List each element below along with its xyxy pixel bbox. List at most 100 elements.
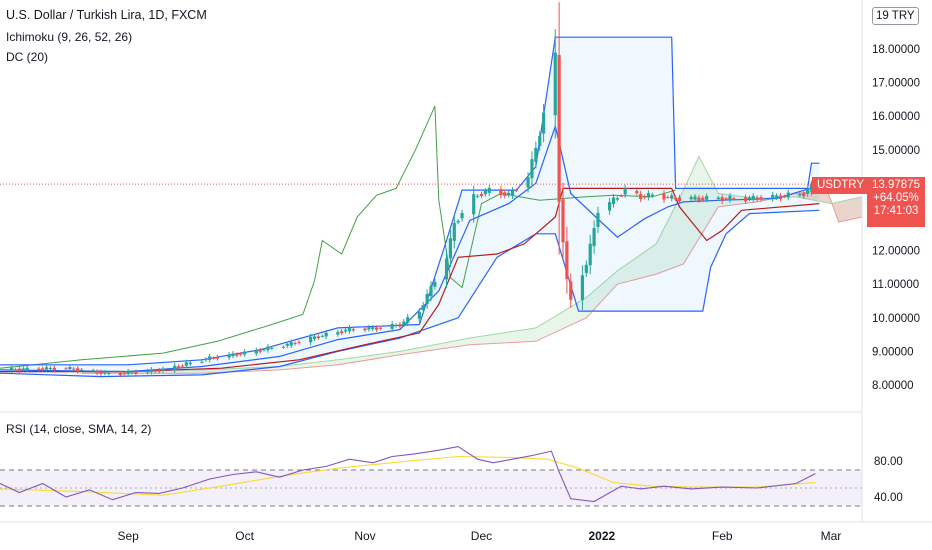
top-price-label: 19 <box>876 10 889 22</box>
candle-body <box>390 323 394 329</box>
candle-body <box>406 317 410 323</box>
candle-body <box>367 327 371 330</box>
candle-body <box>184 362 188 366</box>
candle-body <box>662 193 666 200</box>
candle-body <box>76 368 80 372</box>
price-change-percent: +64.05% <box>873 192 919 204</box>
candle-body <box>21 368 25 370</box>
candle-body <box>697 197 701 201</box>
candle-body <box>211 357 216 359</box>
time-tick-label: Mar <box>821 529 842 543</box>
lagging-span-line <box>0 105 676 369</box>
candle-body <box>293 343 297 345</box>
candle-body <box>802 192 806 197</box>
candle-body <box>336 332 340 335</box>
price-tick-label: 16.00000 <box>872 111 920 123</box>
candle-body <box>759 197 763 200</box>
candle-body <box>720 197 724 202</box>
candle-body <box>751 195 755 200</box>
candle-body <box>126 371 130 375</box>
price-tick-label: 11.00000 <box>872 279 919 291</box>
donchian-legend[interactable]: DC (20) <box>6 50 49 64</box>
candle-body <box>732 198 736 200</box>
donchian-lower-line <box>0 209 820 378</box>
conversion-line <box>0 124 816 373</box>
candle-body <box>235 354 239 356</box>
candle-body <box>565 241 569 280</box>
symbol-title[interactable]: U.S. Dollar / Turkish Lira, 1D, FXCM <box>6 8 207 22</box>
donchian-channel-fill <box>0 37 820 377</box>
candle-body <box>425 294 429 304</box>
candle-body <box>243 351 247 355</box>
candle-body <box>266 346 270 351</box>
candle-body <box>262 349 266 351</box>
candle-body <box>130 372 134 374</box>
candle-body <box>782 196 786 198</box>
candle-body <box>542 112 546 134</box>
rsi-line <box>0 446 816 503</box>
ichimoku-legend[interactable]: Ichimoku (9, 26, 52, 26) <box>6 30 133 44</box>
leading-span-a-line <box>81 155 863 373</box>
candle-body <box>642 196 647 198</box>
candle-body <box>215 356 220 359</box>
candle-body <box>452 223 456 241</box>
candle-body <box>180 365 185 367</box>
candle-body <box>227 354 231 358</box>
candle-body <box>285 343 289 346</box>
candle-body <box>588 243 592 266</box>
candle-body <box>538 136 542 147</box>
candle-body <box>37 368 41 371</box>
candle-body <box>806 189 810 194</box>
candle-body <box>499 189 503 196</box>
candle-body <box>479 193 484 197</box>
candle-body <box>316 336 320 339</box>
candle-body <box>433 281 437 287</box>
candle-body <box>398 324 402 327</box>
candle-body <box>402 321 406 325</box>
candle-body <box>188 362 192 365</box>
candle-body <box>635 191 639 194</box>
rsi-legend[interactable]: RSI (14, close, SMA, 14, 2) <box>6 422 152 436</box>
candle-body <box>297 341 301 343</box>
candle-body <box>153 370 157 372</box>
candle-body <box>254 350 258 354</box>
candle-body <box>456 220 460 223</box>
candle-body <box>646 193 651 198</box>
candle-body <box>650 194 654 196</box>
candle-body <box>351 329 355 331</box>
candle-body <box>173 365 177 371</box>
candle-body <box>363 328 367 331</box>
candle-body <box>68 366 72 370</box>
candle-body <box>460 213 464 219</box>
candle-body <box>701 197 705 201</box>
candle-body <box>95 371 99 374</box>
candle-body <box>204 358 208 361</box>
candle-body <box>320 335 324 337</box>
candle-body <box>619 195 623 197</box>
candle-body <box>786 192 790 198</box>
candle-body <box>99 371 103 374</box>
candle-body <box>798 193 802 196</box>
currency-unit-button[interactable]: 19 TRY <box>872 7 919 25</box>
candle-body <box>615 198 619 200</box>
candle-body <box>340 331 344 334</box>
candle-body <box>510 190 515 196</box>
candle-body <box>580 275 585 300</box>
candle-body <box>475 195 480 197</box>
time-tick-label: Dec <box>471 529 492 543</box>
candle-body <box>394 324 398 326</box>
candle-body <box>689 197 693 200</box>
candle-body <box>231 353 235 356</box>
candle-body <box>161 368 165 371</box>
candle-body <box>17 368 22 371</box>
candle-body <box>343 329 348 332</box>
candle-body <box>774 195 779 198</box>
candle-body <box>666 196 670 198</box>
candle-body <box>177 366 181 368</box>
candle-body <box>592 228 596 247</box>
candle-body <box>289 342 293 346</box>
candle-body <box>25 367 29 370</box>
candle-body <box>72 368 76 370</box>
